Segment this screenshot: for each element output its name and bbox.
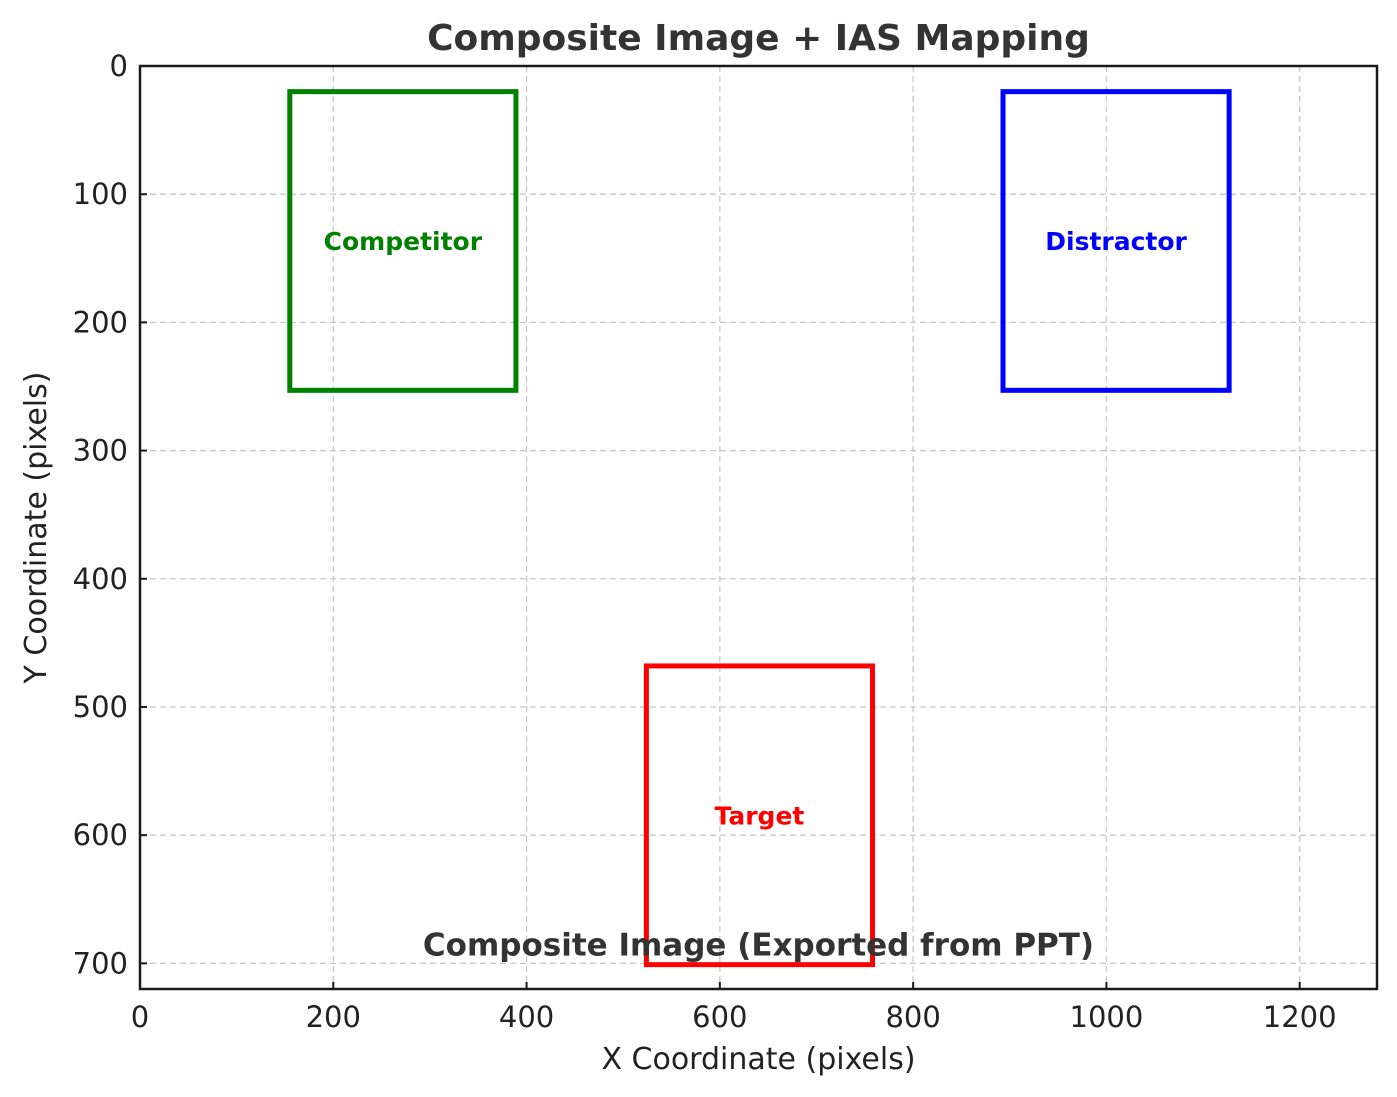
x-tick-label: 200 [306, 1000, 361, 1034]
roi-label-distractor: Distractor [1045, 227, 1187, 256]
x-tick-label: 1000 [1070, 1000, 1144, 1034]
x-tick-label: 600 [692, 1000, 747, 1034]
x-tick-label: 400 [499, 1000, 554, 1034]
y-tick-label: 500 [73, 690, 128, 724]
y-tick-label: 700 [73, 946, 128, 980]
x-tick-label: 800 [885, 1000, 940, 1034]
roi-label-competitor: Competitor [324, 227, 483, 256]
y-tick-label: 100 [73, 177, 128, 211]
plot-frame [138, 64, 1379, 991]
x-tick-label: 0 [131, 1000, 149, 1034]
grid-layer [139, 65, 1377, 989]
y-tick-label: 400 [73, 562, 128, 596]
tick-layer: 0 200 400 600 800 1000 1200 0 100 200 300 400 500 600… [73, 49, 1337, 1034]
roi-box-target [643, 663, 876, 968]
annotation-text: Composite Image (Exported from PPT) [423, 928, 1094, 964]
y-axis-label: Y Coordinate (pixels) [19, 372, 54, 685]
roi-box-distractor [1000, 89, 1232, 393]
roi-box-competitor [287, 89, 519, 393]
y-tick-label: 200 [73, 305, 128, 339]
x-axis-label: X Coordinate (pixels) [601, 1042, 915, 1077]
x-tick-label: 1200 [1263, 1000, 1337, 1034]
y-tick-label: 0 [110, 49, 128, 83]
roi-label-target: Target [715, 801, 805, 830]
regions-layer: Competitor Distractor Target [287, 89, 1232, 968]
chart-title: Composite Image + IAS Mapping [427, 18, 1090, 59]
y-tick-label: 300 [73, 434, 128, 468]
y-tick-label: 600 [73, 818, 128, 852]
